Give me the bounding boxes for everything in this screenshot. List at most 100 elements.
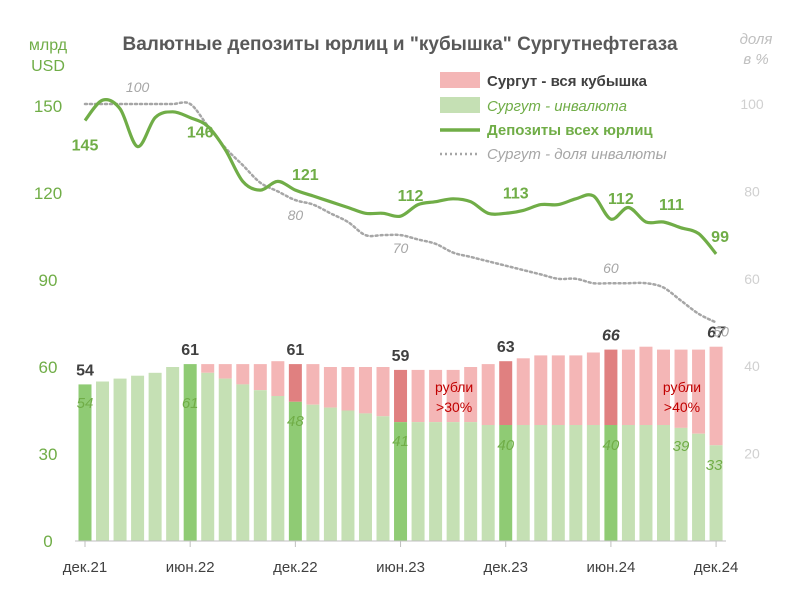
label-total: 67 <box>707 325 726 342</box>
bar-total <box>569 355 583 425</box>
legend-label-share: Сургут - доля инвалюты <box>487 146 667 163</box>
label-fx: 48 <box>287 413 304 430</box>
y2-tick-label: 100 <box>740 96 764 112</box>
bar-total <box>306 364 320 405</box>
bar-total <box>656 349 670 425</box>
legend-label-all: Сургут - вся кубышка <box>487 73 648 90</box>
bar-total <box>709 346 723 446</box>
bar-total <box>288 364 302 402</box>
x-tick-label: июн.24 <box>587 559 636 576</box>
label-share: 50 <box>713 324 729 340</box>
bar-total <box>621 349 635 425</box>
y-tick-label: 90 <box>39 271 58 290</box>
y-tick-label: 150 <box>34 97 62 116</box>
bar-fx <box>218 378 232 541</box>
right-axis-ticks: 20 40 60 80 100 <box>740 96 764 462</box>
bar-total <box>499 361 513 425</box>
bar-total <box>411 369 425 423</box>
x-tick-label: дек.22 <box>273 559 318 576</box>
label-fx: 33 <box>706 457 723 474</box>
bar-fx <box>358 413 372 541</box>
right-axis-unit-line1: доля <box>740 31 773 48</box>
bar-fx <box>96 381 110 541</box>
label-deposits: 112 <box>608 191 634 208</box>
bar-fx <box>464 422 478 541</box>
bar-fx <box>481 425 495 541</box>
legend-swatch-all <box>440 72 480 88</box>
bar-fx <box>569 425 583 541</box>
bar-total <box>201 364 215 373</box>
x-axis-ticks: дек.21 июн.22 дек.22 июн.23 дек.23 июн.24 дек.… <box>63 541 739 576</box>
bar-fx <box>183 364 197 541</box>
bar-total <box>341 367 355 411</box>
bar-fx <box>656 425 670 541</box>
bar-fx <box>271 396 285 541</box>
label-share: 80 <box>288 207 304 223</box>
bar-total <box>639 346 653 425</box>
label-deposits: 145 <box>72 138 99 155</box>
bar-fx <box>446 422 460 541</box>
bar-fx <box>323 407 337 541</box>
label-share: 60 <box>603 260 619 276</box>
legend-swatch-fx <box>440 97 480 113</box>
right-axis-unit-line2: в % <box>743 51 768 68</box>
bar-fx <box>166 367 180 541</box>
bar-total <box>376 367 390 417</box>
label-total: 66 <box>602 328 620 345</box>
bar-fx <box>394 422 408 541</box>
label-total: 59 <box>392 348 410 365</box>
label-fx: 61 <box>182 395 199 412</box>
bar-fx <box>692 433 706 541</box>
bar-total <box>236 364 250 385</box>
label-deposits: 146 <box>187 125 214 142</box>
bar-total <box>516 358 530 425</box>
y-tick-label: 30 <box>39 445 58 464</box>
chart-title: Валютные депозиты юрлиц и "кубышка" Сург… <box>122 34 677 55</box>
y2-tick-label: 80 <box>744 183 760 199</box>
bar-total <box>358 367 372 414</box>
bar-fx <box>499 425 513 541</box>
x-tick-label: дек.24 <box>694 559 739 576</box>
bar-fx <box>201 372 215 541</box>
annotation-line1: рубли <box>435 379 473 395</box>
annotations: рубли >30% рубли >40% <box>435 379 701 415</box>
bar-total <box>464 367 478 423</box>
label-fx: 39 <box>673 438 690 455</box>
bar-total <box>692 349 706 434</box>
annotation-line2: >30% <box>436 399 472 415</box>
bar-total <box>218 364 232 379</box>
bar-fx <box>376 416 390 541</box>
left-axis-ticks: 0 30 60 90 120 150 <box>34 97 62 551</box>
y2-tick-label: 60 <box>744 271 760 287</box>
label-total: 63 <box>497 339 515 356</box>
lines <box>83 98 718 324</box>
label-fx: 41 <box>392 433 409 450</box>
x-tick-label: дек.21 <box>63 559 108 576</box>
bar-fx <box>551 425 565 541</box>
bar-fx <box>148 372 162 541</box>
bar-total <box>253 364 267 391</box>
label-deposits: 99 <box>711 229 729 246</box>
bar-total <box>551 355 565 425</box>
label-fx: 40 <box>603 437 620 454</box>
y2-tick-label: 20 <box>744 446 760 462</box>
left-axis-unit-line2: USD <box>31 58 65 75</box>
label-fx: 54 <box>77 395 94 412</box>
legend-label-deposits: Депозиты всех юрлиц <box>487 122 653 139</box>
label-share: 70 <box>393 240 409 256</box>
y-tick-label: 60 <box>39 358 58 377</box>
bar-fx <box>429 422 443 541</box>
y2-tick-label: 40 <box>744 358 760 374</box>
label-total: 61 <box>286 342 304 359</box>
bars <box>78 346 723 541</box>
label-total: 54 <box>76 362 94 379</box>
bar-total <box>323 367 337 408</box>
x-tick-label: дек.23 <box>483 559 528 576</box>
bar-fx <box>236 384 250 541</box>
bar-fx <box>113 378 127 541</box>
label-deposits: 112 <box>398 188 424 205</box>
label-deposits: 113 <box>503 185 529 202</box>
line-deposits <box>83 98 718 255</box>
legend-label-fx: Сургут - инвалюта <box>487 98 627 115</box>
